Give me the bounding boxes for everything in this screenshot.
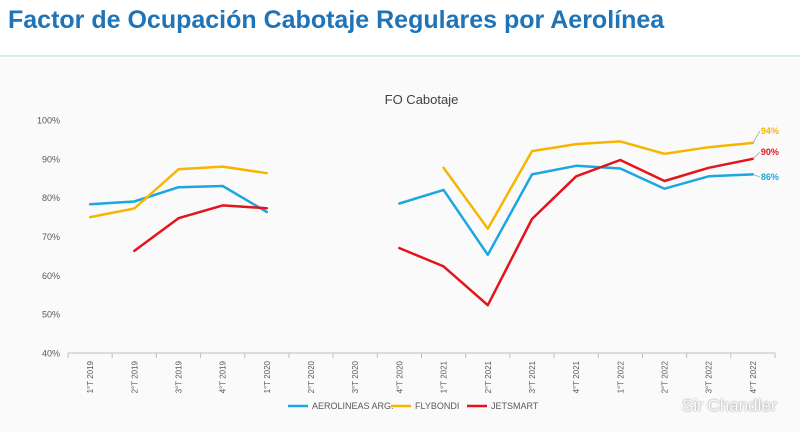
x-tick-label: 2°T 2021 (484, 360, 493, 393)
x-tick-label: 3°T 2019 (174, 360, 183, 393)
y-tick-label: 100% (37, 116, 60, 126)
y-tick-label: 70% (42, 232, 60, 242)
x-tick-label: 2°T 2019 (130, 360, 139, 393)
y-tick-label: 50% (42, 310, 60, 320)
legend-entry: JETSMART (491, 401, 539, 411)
x-tick-label: 4°T 2019 (219, 360, 228, 393)
header-divider (0, 55, 800, 57)
x-tick-label: 4°T 2021 (572, 360, 581, 393)
data-label-leader (752, 130, 761, 144)
data-label: 90% (761, 147, 779, 157)
y-tick-label: 60% (42, 271, 60, 281)
series-line-aerolineas-arg (88, 184, 269, 214)
series-line-aerolineas-arg (398, 164, 755, 257)
page-title: Factor de Ocupación Cabotaje Regulares p… (8, 6, 665, 34)
x-tick-label: 2°T 2020 (307, 360, 316, 393)
series-line-jetsmart (133, 204, 269, 253)
y-tick-label: 40% (42, 349, 60, 359)
x-tick-label: 4°T 2022 (749, 360, 758, 393)
legend-entry: FLYBONDI (415, 401, 459, 411)
x-tick-label: 3°T 2021 (528, 360, 537, 393)
data-label: 86% (761, 172, 779, 182)
x-tick-label: 2°T 2022 (661, 360, 670, 393)
x-tick-label: 1°T 2020 (263, 360, 272, 393)
x-tick-label: 1°T 2019 (86, 360, 95, 393)
x-tick-label: 3°T 2022 (705, 360, 714, 393)
data-label-leader (752, 151, 761, 160)
data-label-leader (752, 173, 761, 178)
x-tick-label: 3°T 2020 (351, 360, 360, 393)
legend-entry: AEROLINEAS ARG. (312, 401, 394, 411)
series-line-jetsmart (398, 157, 755, 307)
y-tick-label: 90% (42, 154, 60, 164)
series-line-flybondi (88, 165, 269, 219)
chart-area: FO Cabotaje 40% 50% 60% 70% 80% 90% 100% 1°T 201… (0, 58, 800, 432)
chart-title: FO Cabotaje (385, 92, 459, 107)
page-header: Factor de Ocupación Cabotaje Regulares p… (0, 0, 800, 57)
x-tick-label: 1°T 2021 (440, 360, 449, 393)
line-chart: FO Cabotaje 40% 50% 60% 70% 80% 90% 100% 1°T 201… (37, 92, 779, 411)
x-tick-label: 1°T 2022 (616, 360, 625, 393)
y-tick-label: 80% (42, 193, 60, 203)
series-line-flybondi (442, 140, 755, 230)
data-label: 94% (761, 126, 779, 136)
x-tick-label: 4°T 2020 (395, 360, 404, 393)
watermark: Sir Chandler (682, 396, 777, 415)
